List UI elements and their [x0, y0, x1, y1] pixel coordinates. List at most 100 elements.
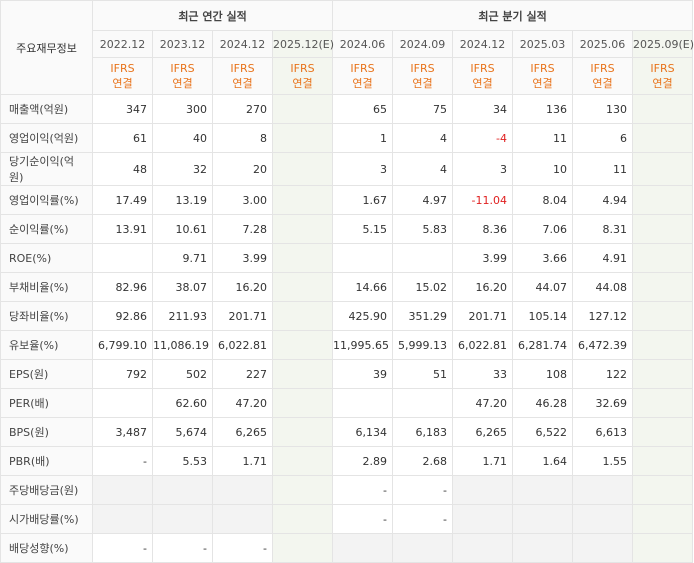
standard: IFRS [230, 62, 255, 75]
period: 2025.06 [572, 30, 634, 58]
period-row: 2022.12 2023.12 2024.12 2025.12(E) 2024.06 20… [1, 30, 694, 58]
value: - [332, 504, 394, 534]
value: - [152, 533, 213, 563]
empty-cell [632, 446, 694, 476]
empty-cell [271, 301, 334, 331]
value: 6 [572, 123, 634, 153]
value: 16.20 [212, 272, 273, 302]
value: 7.28 [212, 214, 273, 244]
standard: IFRS [290, 62, 315, 75]
value: 7.06 [512, 214, 574, 244]
value: 130 [572, 94, 634, 124]
data-row: 당기순이익(억원) 48 32 20 3 4 3 10 11 [0, 152, 694, 186]
empty-cell [632, 301, 694, 331]
row-label: 배당성향(%) [0, 533, 93, 563]
empty-cell [271, 243, 334, 273]
value: 16.20 [452, 272, 514, 302]
value: 1.67 [332, 185, 394, 215]
value: -11.04 [452, 185, 514, 215]
basis: 연결 [592, 77, 613, 90]
value: 17.49 [92, 185, 153, 215]
empty-cell [572, 475, 634, 505]
group-title: 최근 분기 실적 [332, 0, 694, 31]
basis: 연결 [112, 77, 133, 90]
empty-cell [632, 94, 694, 124]
value: 6,281.74 [512, 330, 574, 360]
standard: IFRS [410, 62, 435, 75]
standard-cell: IFRS 연결 [92, 57, 153, 95]
empty-cell [452, 504, 514, 534]
standard: IFRS [110, 62, 135, 75]
standard: IFRS [470, 62, 495, 75]
value: 6,265 [452, 417, 514, 447]
value: 20 [212, 152, 273, 186]
standard-cell: IFRS 연결 [572, 57, 634, 95]
empty-cell [632, 533, 694, 563]
standard-cell: IFRS 연결 [392, 57, 454, 95]
value: 5.53 [152, 446, 213, 476]
empty-cell [271, 533, 334, 563]
standard: IFRS [590, 62, 615, 75]
value: 1.64 [512, 446, 574, 476]
value: - [212, 533, 273, 563]
value: 8 [212, 123, 273, 153]
standard: IFRS [650, 62, 675, 75]
empty-cell [271, 185, 334, 215]
value: 11 [572, 152, 634, 186]
standard-cell: IFRS 연결 [212, 57, 273, 95]
period: 2025.09(E) [632, 30, 694, 58]
value: 48 [92, 152, 153, 186]
value: 351.29 [392, 301, 454, 331]
basis: 연결 [532, 77, 553, 90]
basis: 연결 [412, 77, 433, 90]
value: 6,799.10 [92, 330, 153, 360]
value: 122 [572, 359, 634, 389]
data-row: 당좌비율(%) 92.86 211.93 201.71 425.90 351.29 201.… [0, 301, 694, 331]
row-label: 영업이익(억원) [0, 123, 93, 153]
basis: 연결 [352, 77, 373, 90]
value: 1 [332, 123, 394, 153]
period: 2025.03 [512, 30, 574, 58]
data-row: 시가배당률(%) - - [0, 504, 694, 534]
row-label: BPS(원) [0, 417, 93, 447]
value: 8.31 [572, 214, 634, 244]
empty-cell [152, 504, 213, 534]
value: 3.00 [212, 185, 273, 215]
value: 65 [332, 94, 394, 124]
standard-cell: IFRS 연결 [152, 57, 213, 95]
basis: 연결 [172, 77, 193, 90]
empty-cell [271, 214, 334, 244]
standard-cell: IFRS 연결 [512, 57, 574, 95]
value: 5,674 [152, 417, 213, 447]
row-label: 순이익률(%) [0, 214, 93, 244]
data-row: 주당배당금(원) - - [0, 475, 694, 505]
empty-cell [92, 388, 153, 418]
value: 300 [152, 94, 213, 124]
value: 1.55 [572, 446, 634, 476]
empty-cell [92, 504, 153, 534]
value: 11,086.19 [152, 330, 213, 360]
period: 2022.12 [92, 30, 153, 58]
value: - [92, 446, 153, 476]
empty-cell [212, 504, 273, 534]
empty-cell [92, 243, 153, 273]
value: 211.93 [152, 301, 213, 331]
value: 92.86 [92, 301, 153, 331]
standard-cell: IFRS 연결 [332, 57, 394, 95]
value: 6,022.81 [212, 330, 273, 360]
empty-cell [271, 94, 334, 124]
row-label: 부채비율(%) [0, 272, 93, 302]
empty-cell [152, 475, 213, 505]
value: 4.94 [572, 185, 634, 215]
value: 2.68 [392, 446, 454, 476]
empty-cell [392, 533, 454, 563]
empty-cell [632, 243, 694, 273]
value: 6,522 [512, 417, 574, 447]
period: 2025.12(E) [271, 30, 334, 58]
value: 46.28 [512, 388, 574, 418]
header-label: 주요재무정보 [0, 0, 93, 95]
value: 4.91 [572, 243, 634, 273]
value: 47.20 [212, 388, 273, 418]
basis: 연결 [652, 77, 673, 90]
empty-cell [332, 533, 394, 563]
